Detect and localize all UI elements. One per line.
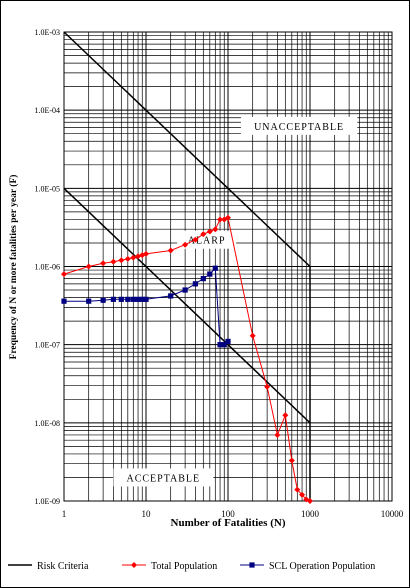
region-label: ACCEPTABLE [126, 473, 200, 484]
data-point [212, 226, 219, 233]
data-point [288, 457, 295, 464]
region-label: ALARP [188, 236, 226, 247]
data-point [130, 254, 137, 261]
data-point [100, 297, 106, 303]
region-labels: UNACCEPTABLE ALARP ACCEPTABLE [113, 116, 358, 487]
y-axis-ticks: 1.0E-09 1.0E-08 1.0E-07 1.0E-06 1.0E-05 1.0E-… [34, 28, 60, 506]
series-scl-operation-population [61, 265, 231, 348]
data-point [225, 214, 231, 221]
y-tick-label: 1.0E-09 [34, 497, 60, 506]
data-point [167, 247, 174, 254]
y-tick-label: 1.0E-05 [34, 184, 60, 193]
data-point [61, 298, 67, 304]
data-point [182, 241, 189, 248]
data-point [200, 231, 207, 238]
legend-item: Total Population [122, 561, 217, 572]
plot-area-border [63, 31, 393, 502]
data-point [124, 255, 131, 262]
data-point [217, 342, 223, 348]
data-point [100, 260, 107, 267]
data-point [200, 276, 206, 282]
legend-marker [131, 562, 137, 568]
data-point [307, 498, 313, 504]
legend-item: SCL Operation Population [240, 561, 375, 572]
risk-criteria-line [63, 31, 311, 268]
data-point [274, 431, 281, 438]
region-label-box [177, 230, 237, 249]
data-point [182, 287, 188, 293]
data-point [294, 486, 301, 493]
data-point [299, 491, 306, 498]
data-point [249, 332, 256, 339]
x-tick-label: 100 [221, 509, 235, 519]
data-point [192, 281, 198, 287]
data-point [143, 296, 149, 302]
data-point [139, 296, 145, 302]
x-tick-label: 1 [62, 509, 67, 519]
data-point [135, 253, 142, 260]
y-tick-label: 1.0E-08 [34, 419, 60, 428]
risk-criteria-lines [63, 31, 311, 501]
x-tick-label: 1000 [301, 509, 320, 519]
data-series [61, 214, 313, 504]
data-point [118, 257, 125, 264]
data-point [217, 216, 224, 223]
y-tick-label: 1.0E-03 [34, 28, 60, 37]
y-axis-title: Frequency of N or more fatalities per ye… [8, 175, 19, 360]
data-point [125, 296, 131, 302]
risk-criteria-line [63, 187, 311, 424]
series-line [63, 217, 311, 502]
data-point [192, 236, 199, 243]
data-point [168, 293, 174, 299]
region-label-box [113, 468, 214, 487]
data-point [212, 265, 218, 271]
legend-label: Risk Criteria [37, 561, 89, 572]
region-label-box [240, 116, 358, 135]
x-axis-ticks: 1 10 100 1000 10000 [62, 509, 404, 519]
data-point [110, 296, 116, 302]
data-point [225, 338, 231, 345]
gridlines [63, 32, 392, 502]
y-tick-label: 1.0E-04 [34, 106, 60, 115]
x-tick-label: 10000 [381, 509, 404, 519]
data-point [86, 298, 92, 304]
data-point [207, 271, 213, 277]
data-point [130, 296, 136, 302]
data-point [143, 250, 149, 257]
x-tick-label: 10 [142, 509, 152, 519]
data-point [85, 263, 92, 270]
y-tick-label: 1.0E-07 [34, 341, 60, 350]
legend-label: Total Population [151, 561, 217, 572]
legend: Risk Criteria Total Population SCL Operati… [8, 561, 375, 572]
data-point [282, 412, 289, 419]
legend-label: SCL Operation Population [269, 561, 375, 572]
data-point [135, 296, 141, 302]
data-point [264, 383, 271, 390]
data-point [206, 228, 213, 235]
legend-marker [249, 562, 255, 568]
region-label: UNACCEPTABLE [254, 122, 344, 133]
data-point [221, 342, 227, 348]
data-point [61, 271, 67, 278]
data-point [110, 258, 117, 265]
data-point [118, 296, 124, 302]
y-tick-label: 1.0E-06 [34, 263, 60, 272]
x-axis-title: Number of Fatalities (N) [171, 517, 286, 529]
series-total-population [61, 214, 313, 504]
legend-item: Risk Criteria [8, 561, 89, 572]
